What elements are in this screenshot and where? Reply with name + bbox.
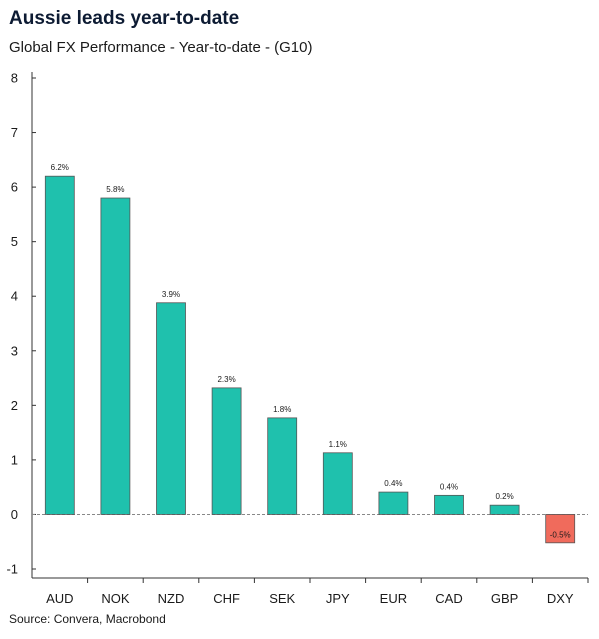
bar-eur [378, 491, 409, 515]
bars [44, 175, 576, 544]
data-label: 1.8% [273, 405, 291, 414]
data-label: 6.2% [51, 163, 69, 172]
y-tick-label: -1 [6, 562, 18, 577]
bar-nok [100, 197, 131, 515]
bar-sek [267, 417, 298, 515]
x-tick-label: CHF [213, 591, 240, 606]
data-labels: 6.2% 5.8% 3.9% 2.3% 1.8% 1.1% 0.4% 0.4% 0.2% -0.5… [51, 163, 571, 539]
data-label: 3.9% [162, 290, 180, 299]
x-tick-label: GBP [491, 591, 518, 606]
bar-nzd [156, 302, 186, 515]
bar-aud [44, 175, 75, 515]
data-label: 0.4% [440, 482, 458, 491]
bar-gbp [489, 504, 520, 515]
y-tick-label: 7 [11, 125, 18, 140]
y-tick-label: 2 [11, 398, 18, 413]
chart-title: Aussie leads year-to-date [9, 8, 240, 29]
y-tick-label: 8 [11, 71, 18, 86]
y-axis: -1 0 1 2 3 4 5 6 7 8 [6, 71, 36, 578]
chart-subtitle: Global FX Performance - Year-to-date - (… [9, 39, 313, 56]
data-label: -0.5% [550, 530, 571, 539]
x-tick-label: EUR [380, 591, 407, 606]
data-label: 0.4% [384, 479, 402, 488]
data-label: 1.1% [329, 440, 347, 449]
bar-chf [211, 387, 242, 515]
bar-dxy [545, 514, 576, 544]
x-tick-label: CAD [435, 591, 462, 606]
bar-jpy [322, 452, 353, 515]
y-tick-label: 0 [11, 507, 18, 522]
x-tick-label: DXY [547, 591, 574, 606]
bar-cad [434, 494, 464, 515]
y-tick-label: 1 [11, 452, 18, 467]
x-tick-label: NZD [158, 591, 185, 606]
y-tick-label: 6 [11, 180, 18, 195]
x-tick-label: JPY [326, 591, 350, 606]
data-label: 2.3% [217, 375, 235, 384]
data-label: 0.2% [495, 492, 513, 501]
x-tick-label: SEK [269, 591, 295, 606]
y-tick-label: 4 [11, 289, 18, 304]
x-tick-label: NOK [101, 591, 130, 606]
x-tick-label: AUD [46, 591, 73, 606]
data-label: 5.8% [106, 185, 124, 194]
y-tick-label: 3 [11, 343, 18, 358]
x-axis: AUD NOK NZD CHF SEK JPY EUR CAD GBP DXY [32, 513, 589, 606]
source-note: Source: Convera, Macrobond [9, 612, 166, 626]
y-tick-label: 5 [11, 234, 18, 249]
